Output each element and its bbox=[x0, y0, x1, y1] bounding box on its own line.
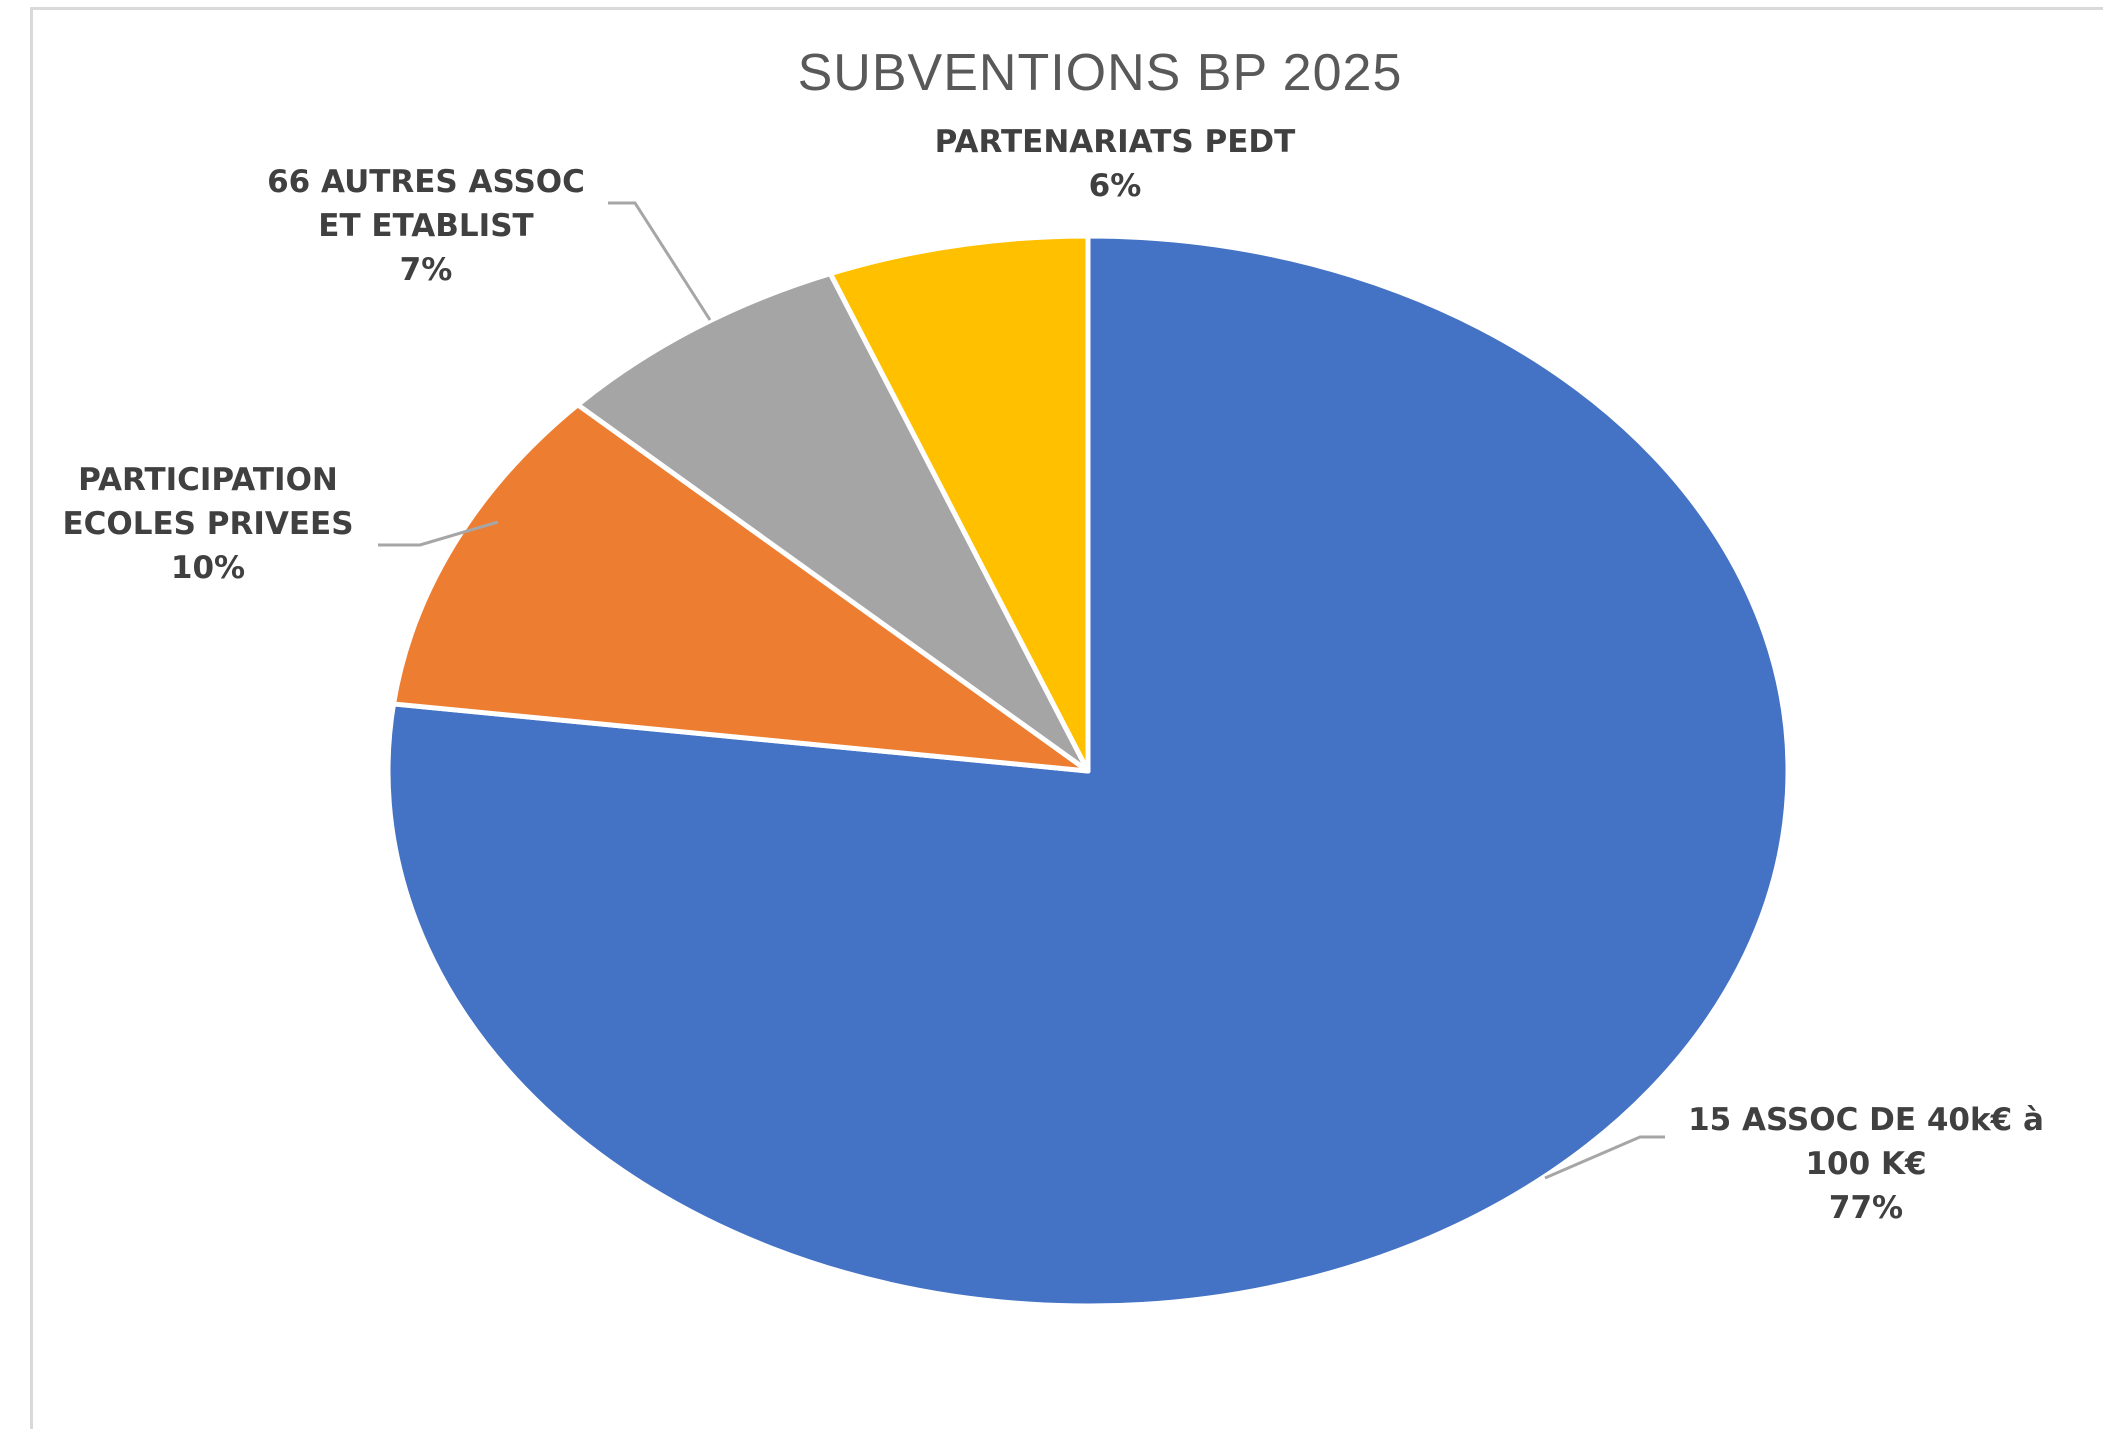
slice-percent-ecoles-privees: 10% bbox=[171, 550, 245, 586]
leader-lines bbox=[378, 201, 1665, 1180]
slice-name-line-autres-assoc: 66 AUTRES ASSOC bbox=[267, 164, 585, 200]
pie-slice-autres-assoc bbox=[575, 271, 1091, 774]
leader-line-autres-assoc bbox=[608, 201, 712, 321]
leader-line-assoc-40k-100k bbox=[1544, 1135, 1665, 1180]
chart-border-left bbox=[30, 7, 33, 1429]
slice-name-line-autres-assoc: ET ETABLIST bbox=[318, 208, 533, 244]
slice-name-line-ecoles-privees: PARTICIPATION bbox=[78, 462, 338, 498]
pie-slices bbox=[385, 233, 1791, 1309]
slice-label-assoc-40k-100k: 15 ASSOC DE 40k€ à 100 K€ 77% bbox=[1688, 1102, 2044, 1226]
slice-label-partenariats-pedt: PARTENARIATS PEDT 6% bbox=[935, 124, 1296, 204]
slice-name-line-assoc-40k-100k: 100 K€ bbox=[1805, 1146, 1926, 1182]
slice-name-line-partenariats-pedt: PARTENARIATS PEDT bbox=[935, 124, 1296, 160]
chart-border-top bbox=[30, 7, 2103, 10]
slice-label-autres-assoc: 66 AUTRES ASSOC ET ETABLIST 7% bbox=[267, 164, 585, 288]
slice-percent-assoc-40k-100k: 77% bbox=[1829, 1190, 1903, 1226]
pie-slice-partenariats-pedt bbox=[827, 233, 1091, 774]
slice-name-line-ecoles-privees: ECOLES PRIVEES bbox=[62, 506, 353, 542]
slice-labels: 15 ASSOC DE 40k€ à 100 K€ 77% PARTICIPATION… bbox=[62, 124, 2043, 1226]
slice-name-line-assoc-40k-100k: 15 ASSOC DE 40k€ à bbox=[1688, 1102, 2044, 1138]
pie-slice-ecoles-privees bbox=[391, 402, 1091, 774]
slice-percent-partenariats-pedt: 6% bbox=[1089, 168, 1142, 204]
slice-label-ecoles-privees: PARTICIPATION ECOLES PRIVEES 10% bbox=[62, 462, 353, 586]
leader-line-ecoles-privees bbox=[378, 520, 499, 547]
slice-percent-autres-assoc: 7% bbox=[400, 252, 453, 288]
chart-title: SUBVENTIONS BP 2025 bbox=[798, 44, 1403, 102]
